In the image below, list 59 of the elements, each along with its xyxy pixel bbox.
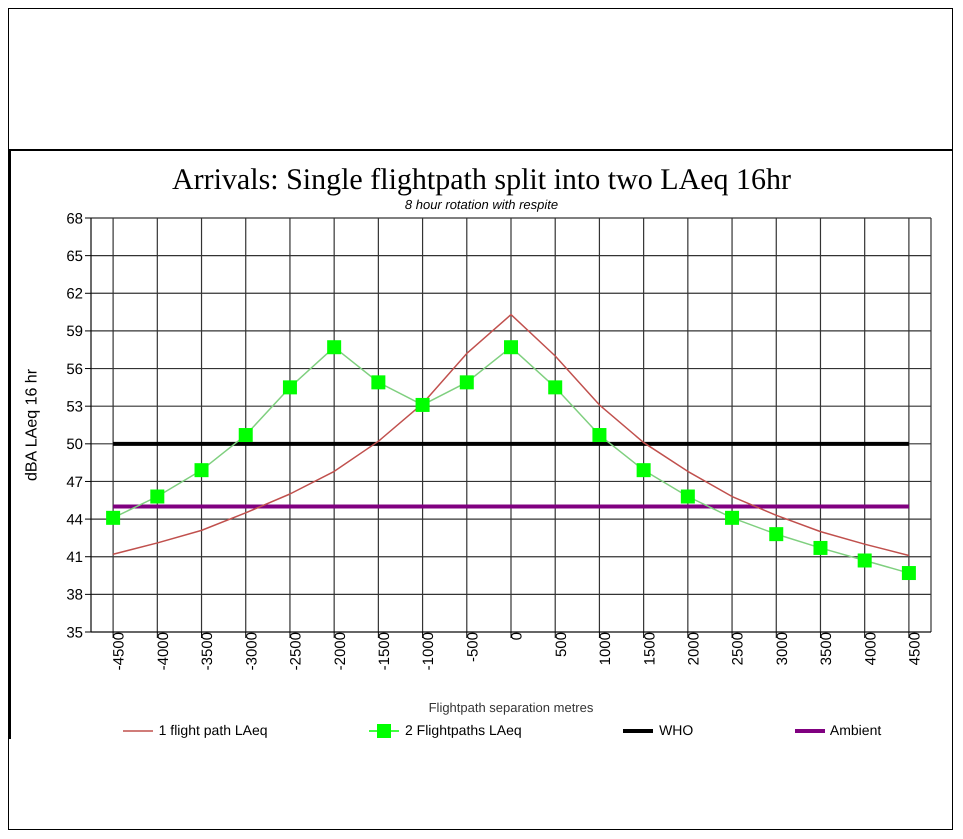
y-tick-label: 41 xyxy=(66,549,83,566)
x-tick-label: 2000 xyxy=(685,632,702,666)
point xyxy=(680,490,695,504)
point xyxy=(636,463,651,478)
point xyxy=(813,540,828,555)
point xyxy=(902,566,916,580)
x-tick-label: 1500 xyxy=(641,632,658,666)
line-series xyxy=(112,314,910,556)
x-tick-label: -4000 xyxy=(154,632,172,670)
x-tick-label: -1500 xyxy=(376,632,394,670)
x-tick-label: 0 xyxy=(508,632,526,640)
y-tick-label: 35 xyxy=(66,624,83,642)
legend-label: 2 Flightpaths LAeq xyxy=(404,722,522,740)
legend-label: 1 flight path LAeq xyxy=(158,722,268,740)
point xyxy=(725,510,740,525)
point xyxy=(416,398,430,412)
point xyxy=(106,510,120,525)
x-tick-label: -1000 xyxy=(420,632,438,670)
x-tick-label: -500 xyxy=(464,632,482,662)
point xyxy=(371,375,386,390)
y-tick-label: 38 xyxy=(66,586,83,604)
y-tick-label: 50 xyxy=(66,436,83,454)
x-tick-label: -2500 xyxy=(288,632,305,670)
x-tick-label: 3500 xyxy=(818,632,836,666)
x-tick-label: 500 xyxy=(552,632,570,658)
y-tick-label: 56 xyxy=(66,360,83,378)
y-axis-title: dBA LAeq 16 hr xyxy=(24,368,41,482)
y-tick-label: 62 xyxy=(66,286,83,303)
y-tick-label: 47 xyxy=(66,474,83,491)
point xyxy=(150,490,164,504)
y-tick-label: 44 xyxy=(66,511,83,528)
legend-label: WHO xyxy=(658,722,694,740)
y-tick-label: 59 xyxy=(66,323,83,340)
x-tick-label: -2000 xyxy=(332,632,349,670)
point xyxy=(194,463,209,478)
y-tick-label: 53 xyxy=(66,398,83,416)
x-tick-label: 4500 xyxy=(906,632,924,666)
x-tick-label: 2500 xyxy=(730,632,747,666)
point xyxy=(592,428,606,442)
x-tick-label: 1000 xyxy=(597,632,614,666)
point xyxy=(548,380,562,394)
point xyxy=(460,375,474,390)
chart-subtitle: 8 hour rotation with respite xyxy=(404,197,560,212)
point xyxy=(858,553,872,568)
chart-title: Arrivals: Single flightpath split into two LAeq 16hr xyxy=(170,163,792,197)
x-tick-label: -4500 xyxy=(110,632,128,670)
y-tick-label: 68 xyxy=(66,210,83,228)
x-tick-label: -3000 xyxy=(243,632,260,670)
x-tick-label: -3500 xyxy=(199,632,216,670)
x-tick-label: 3000 xyxy=(774,632,791,666)
x-tick-label: 4000 xyxy=(862,632,880,666)
legend-label: Ambient xyxy=(828,722,882,740)
y-tick-label: 65 xyxy=(66,248,83,265)
point xyxy=(327,340,342,354)
point xyxy=(282,380,297,394)
x-axis-title: Flightpath separation metres xyxy=(428,700,594,715)
point xyxy=(504,340,518,354)
point xyxy=(769,527,784,542)
point xyxy=(238,428,253,442)
